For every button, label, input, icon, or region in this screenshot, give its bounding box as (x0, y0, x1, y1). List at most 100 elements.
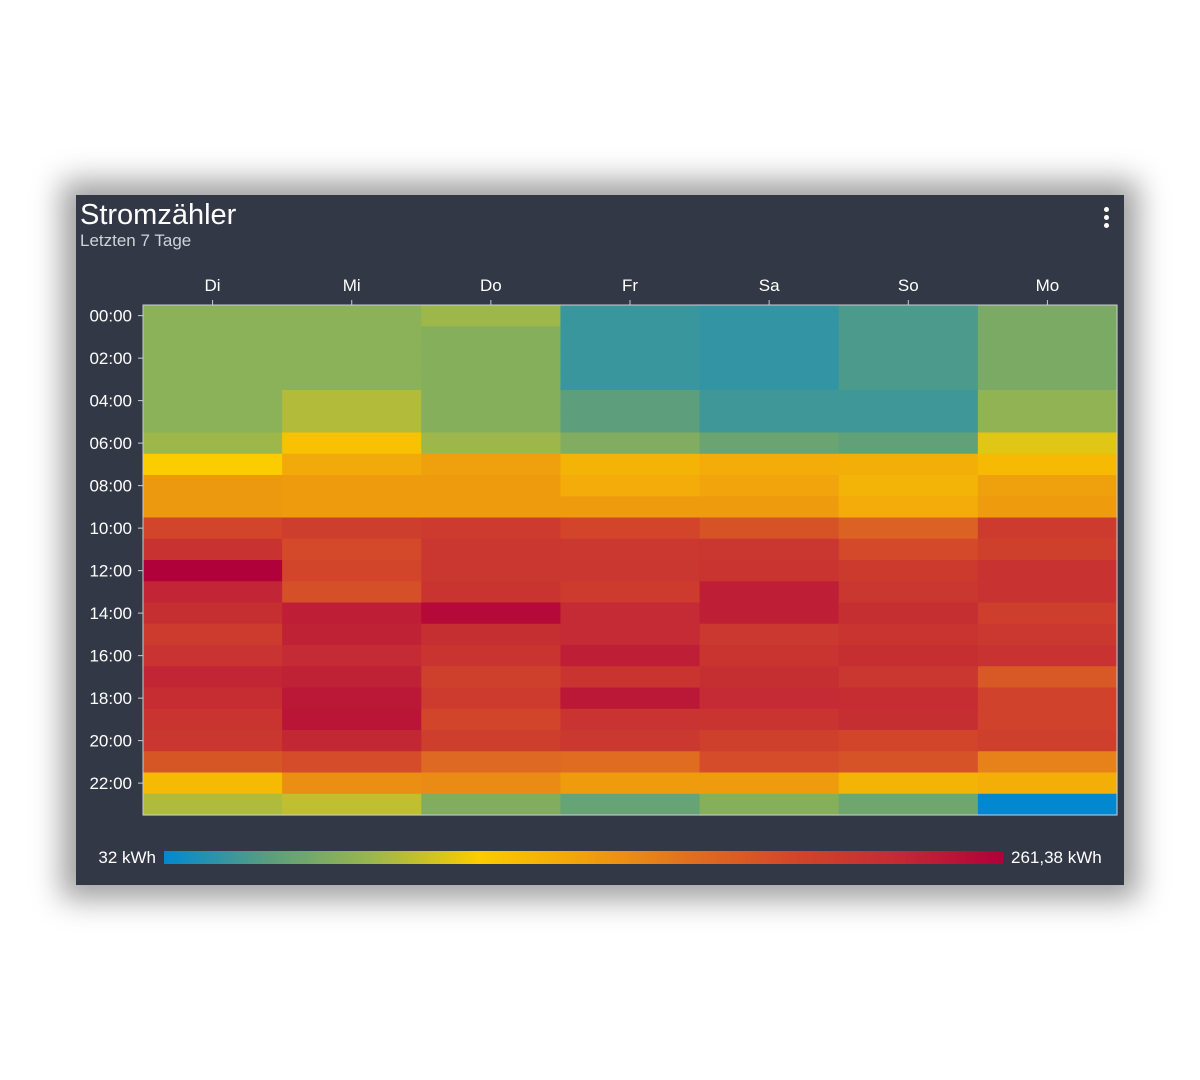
heatmap-cell[interactable] (282, 730, 422, 752)
heatmap-cell[interactable] (143, 347, 283, 370)
heatmap-cell[interactable] (143, 581, 283, 604)
heatmap-cell[interactable] (699, 390, 840, 412)
heatmap-cell[interactable] (143, 560, 283, 582)
heatmap-cell[interactable] (699, 751, 840, 774)
heatmap-cell[interactable] (282, 347, 422, 370)
heatmap-cell[interactable] (560, 623, 701, 646)
heatmap-cell[interactable] (421, 305, 562, 327)
heatmap-cell[interactable] (977, 708, 1118, 731)
heatmap-cell[interactable] (977, 453, 1118, 476)
heatmap-cell[interactable] (282, 772, 422, 795)
heatmap-cell[interactable] (143, 390, 283, 412)
heatmap-cell[interactable] (282, 390, 422, 412)
heatmap-cell[interactable] (282, 496, 422, 519)
heatmap-cell[interactable] (282, 751, 422, 774)
heatmap-cell[interactable] (143, 793, 283, 816)
heatmap-cell[interactable] (838, 475, 979, 497)
heatmap-cell[interactable] (977, 645, 1118, 667)
heatmap-cell[interactable] (699, 623, 840, 646)
heatmap-cell[interactable] (977, 326, 1118, 349)
heatmap-cell[interactable] (699, 708, 840, 731)
heatmap-cell[interactable] (560, 581, 701, 604)
heatmap-cell[interactable] (421, 453, 562, 476)
heatmap-cell[interactable] (699, 645, 840, 667)
heatmap-cell[interactable] (421, 708, 562, 731)
heatmap-cell[interactable] (143, 751, 283, 774)
heatmap-cell[interactable] (838, 708, 979, 731)
heatmap-cell[interactable] (977, 687, 1118, 710)
heatmap-cell[interactable] (421, 602, 562, 625)
heatmap-cell[interactable] (838, 751, 979, 774)
heatmap-cell[interactable] (977, 390, 1118, 412)
heatmap-cell[interactable] (560, 432, 701, 455)
heatmap-cell[interactable] (282, 517, 422, 540)
heatmap-cell[interactable] (699, 538, 840, 561)
heatmap-cell[interactable] (560, 368, 701, 391)
heatmap-cell[interactable] (143, 730, 283, 752)
heatmap-cell[interactable] (977, 347, 1118, 370)
heatmap-cell[interactable] (143, 432, 283, 455)
heatmap-cell[interactable] (838, 560, 979, 582)
heatmap-cell[interactable] (560, 538, 701, 561)
heatmap-cell[interactable] (560, 496, 701, 519)
heatmap-cell[interactable] (143, 368, 283, 391)
heatmap-cell[interactable] (560, 517, 701, 540)
heatmap-cell[interactable] (421, 645, 562, 667)
heatmap-cell[interactable] (282, 368, 422, 391)
heatmap-cell[interactable] (421, 581, 562, 604)
heatmap-cell[interactable] (560, 666, 701, 689)
more-vertical-icon[interactable] (1094, 203, 1118, 231)
heatmap-cell[interactable] (699, 560, 840, 582)
heatmap-cell[interactable] (838, 517, 979, 540)
heatmap-cell[interactable] (421, 517, 562, 540)
heatmap-cell[interactable] (421, 326, 562, 349)
heatmap-cell[interactable] (421, 390, 562, 412)
heatmap-cell[interactable] (282, 475, 422, 497)
heatmap-cell[interactable] (699, 517, 840, 540)
heatmap-cell[interactable] (977, 602, 1118, 625)
heatmap-cell[interactable] (838, 538, 979, 561)
heatmap-cell[interactable] (560, 751, 701, 774)
heatmap-cell[interactable] (560, 326, 701, 349)
heatmap-cell[interactable] (143, 326, 283, 349)
heatmap-cell[interactable] (421, 538, 562, 561)
heatmap-cell[interactable] (699, 411, 840, 434)
heatmap-cell[interactable] (699, 475, 840, 497)
heatmap-cell[interactable] (143, 708, 283, 731)
heatmap-cell[interactable] (421, 793, 562, 816)
heatmap-cell[interactable] (699, 453, 840, 476)
heatmap-cell[interactable] (282, 602, 422, 625)
heatmap-cell[interactable] (421, 666, 562, 689)
heatmap-cell[interactable] (838, 581, 979, 604)
heatmap-cell[interactable] (560, 560, 701, 582)
heatmap-cell[interactable] (838, 496, 979, 519)
heatmap-cell[interactable] (699, 432, 840, 455)
heatmap-cell[interactable] (560, 793, 701, 816)
heatmap-cell[interactable] (421, 560, 562, 582)
heatmap-cell[interactable] (977, 432, 1118, 455)
heatmap-cell[interactable] (282, 645, 422, 667)
heatmap-cell[interactable] (560, 347, 701, 370)
heatmap-cell[interactable] (699, 793, 840, 816)
heatmap-cell[interactable] (838, 432, 979, 455)
heatmap-cell[interactable] (421, 772, 562, 795)
heatmap-cell[interactable] (699, 326, 840, 349)
heatmap-cell[interactable] (421, 730, 562, 752)
heatmap-cell[interactable] (838, 602, 979, 625)
heatmap-cell[interactable] (560, 772, 701, 795)
heatmap-cell[interactable] (143, 538, 283, 561)
heatmap-cell[interactable] (699, 581, 840, 604)
heatmap-cell[interactable] (421, 432, 562, 455)
heatmap-cell[interactable] (143, 411, 283, 434)
heatmap-cell[interactable] (560, 645, 701, 667)
heatmap-cell[interactable] (977, 730, 1118, 752)
heatmap-cell[interactable] (421, 347, 562, 370)
heatmap-cell[interactable] (560, 453, 701, 476)
heatmap-cell[interactable] (143, 496, 283, 519)
heatmap-cell[interactable] (977, 538, 1118, 561)
heatmap-cell[interactable] (282, 305, 422, 327)
heatmap-cell[interactable] (421, 687, 562, 710)
heatmap-cell[interactable] (699, 368, 840, 391)
heatmap-cell[interactable] (282, 453, 422, 476)
heatmap-cell[interactable] (977, 793, 1118, 816)
